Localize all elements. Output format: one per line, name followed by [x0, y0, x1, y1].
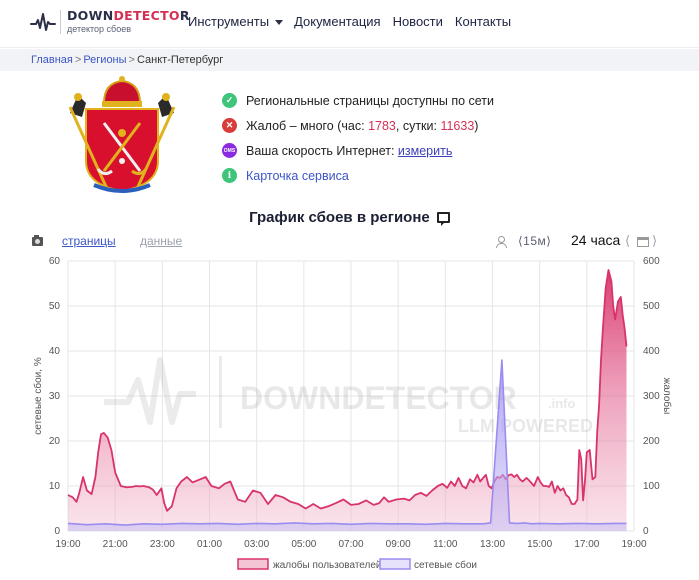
- tab-pages[interactable]: страницы: [62, 234, 116, 248]
- chevron-left-icon[interactable]: ⟨: [625, 233, 631, 248]
- period-selector[interactable]: 24 часа: [571, 232, 621, 248]
- x-tick-label: 07:00: [338, 539, 363, 550]
- y-left-tick-label: 10: [49, 481, 61, 492]
- watermark-suffix: .info: [548, 396, 575, 411]
- service-card-link[interactable]: Карточка сервиса: [246, 168, 349, 183]
- chevron-down-icon: [275, 20, 284, 26]
- chart-title: График сбоев в регионе: [0, 209, 699, 226]
- logo-subtitle: детектор сбоев: [67, 23, 132, 34]
- x-tick-label: 01:00: [197, 539, 222, 550]
- logo-wordmark: DOWNDETECTOR детектор сбоев: [67, 10, 190, 34]
- y-left-tick-label: 30: [49, 391, 61, 402]
- y-left-tick-label: 20: [49, 436, 61, 447]
- breadcrumb-current: Санкт-Петербург: [136, 54, 224, 66]
- check-circle-icon: ✓: [222, 93, 237, 108]
- top-navigation-bar: DOWNDETECTOR детектор сбоев Инструменты …: [0, 0, 699, 48]
- chart-toolbar: страницы данные ⟨15м⟩ 24 часа ⟨ ⟩: [0, 232, 699, 251]
- y-left-axis-title: сетевые сбои, %: [32, 357, 44, 435]
- x-circle-icon: ✕: [222, 118, 237, 133]
- y-right-tick-label: 500: [643, 301, 660, 312]
- x-tick-label: 17:00: [574, 539, 599, 550]
- hour-count: 1783: [368, 118, 396, 133]
- chart-series: [67, 269, 628, 531]
- internet-speed-row: OMS Ваша скорость Интернет: измерить: [222, 138, 494, 163]
- saint-petersburg-coat-of-arms: [68, 76, 176, 193]
- nav-news[interactable]: Новости: [392, 14, 443, 29]
- legend-swatch-outages: [379, 558, 411, 570]
- y-right-tick-label: 300: [643, 391, 660, 402]
- main-nav: Инструменты Документация Новости Контакт…: [188, 14, 511, 29]
- legend-label-outages: сетевые сбои: [414, 559, 477, 571]
- y-left-tick-label: 50: [49, 301, 61, 312]
- x-tick-label: 09:00: [386, 539, 411, 550]
- y-right-tick-label: 100: [643, 481, 660, 492]
- regional-pages-status: ✓ Региональные страницы доступны по сети: [222, 88, 494, 113]
- nav-documentation[interactable]: Документация: [294, 14, 381, 29]
- x-tick-label: 15:00: [527, 539, 552, 550]
- x-tick-label: 19:00: [621, 539, 646, 550]
- y-right-tick-label: 200: [643, 436, 660, 447]
- breadcrumb-separator: >: [128, 54, 135, 66]
- x-tick-label: 11:00: [433, 539, 458, 550]
- region-status-info: ✓ Региональные страницы доступны по сети…: [222, 88, 494, 188]
- logo-separator: [60, 10, 61, 34]
- user-icon[interactable]: [496, 236, 507, 248]
- day-count: 11633: [440, 118, 475, 133]
- measure-speed-link[interactable]: измерить: [397, 143, 453, 158]
- outages-line: [67, 359, 627, 526]
- breadcrumb-home[interactable]: Главная: [31, 54, 73, 66]
- watermark: DOWNDETECTOR .info LLM POWERED: [104, 356, 593, 436]
- complaints-status: ✕ Жалоб – много (час: 1783, сутки: 11633…: [222, 113, 494, 138]
- complaints-text: Жалоб – много (час: 1783, сутки: 11633): [246, 118, 479, 133]
- nav-tools-menu[interactable]: Инструменты: [188, 14, 284, 29]
- logo-title: DOWNDETECTOR: [67, 8, 190, 24]
- breadcrumb-regions[interactable]: Регионы: [83, 54, 127, 66]
- camera-icon[interactable]: [32, 235, 43, 246]
- chat-bubble-icon[interactable]: [436, 212, 450, 226]
- nav-contacts[interactable]: Контакты: [454, 14, 512, 29]
- x-tick-label: 03:00: [244, 539, 269, 550]
- legend-swatch-complaints: [237, 558, 269, 570]
- calendar-icon[interactable]: [637, 237, 649, 247]
- legend-label-complaints: жалобы пользователей: [273, 559, 382, 571]
- watermark-brand: DOWNDETECTOR: [240, 380, 517, 416]
- interval-selector[interactable]: ⟨15м⟩: [518, 234, 552, 248]
- breadcrumb-separator: >: [74, 54, 82, 66]
- y-right-axis-title: жалобы: [661, 378, 673, 415]
- y-right-tick-label: 400: [643, 346, 660, 357]
- outage-chart: DOWNDETECTOR .info LLM POWERED 0 0 10 100 20…: [32, 256, 673, 571]
- breadcrumb: Главная > Регионы > Санкт-Петербург: [0, 49, 699, 71]
- y-right-tick-label: 600: [643, 256, 660, 267]
- complaints-area: [68, 270, 627, 531]
- downdetector-logo[interactable]: DOWNDETECTOR детектор сбоев: [30, 10, 190, 34]
- x-tick-label: 23:00: [150, 539, 175, 550]
- service-card-row: i Карточка сервиса: [222, 163, 494, 188]
- x-tick-label: 21:00: [103, 539, 128, 550]
- speedtest-icon: OMS: [222, 143, 237, 158]
- internet-speed-text: Ваша скорость Интернет: измерить: [246, 143, 453, 158]
- complaints-line: [67, 269, 628, 512]
- x-tick-label: 19:00: [55, 539, 80, 550]
- chart-axes: 0 0 10 100 20 200 30 300 40 400 50 500 60 600 19:00 21:…: [32, 256, 673, 550]
- y-right-tick-label: 0: [643, 526, 649, 537]
- chart-legend: жалобы пользователей сетевые сбои: [237, 558, 477, 571]
- y-left-tick-label: 60: [49, 256, 61, 267]
- x-tick-label: 13:00: [480, 539, 505, 550]
- regional-pages-text: Региональные страницы доступны по сети: [246, 93, 495, 108]
- info-circle-icon: i: [222, 168, 237, 183]
- x-tick-label: 05:00: [291, 539, 316, 550]
- watermark-tagline: LLM POWERED: [458, 416, 593, 436]
- y-left-tick-label: 0: [54, 526, 60, 537]
- chevron-right-icon[interactable]: ⟩: [652, 233, 658, 248]
- tab-data[interactable]: данные: [140, 234, 183, 248]
- y-left-tick-label: 40: [49, 346, 61, 357]
- pulse-logo-icon: [30, 13, 56, 31]
